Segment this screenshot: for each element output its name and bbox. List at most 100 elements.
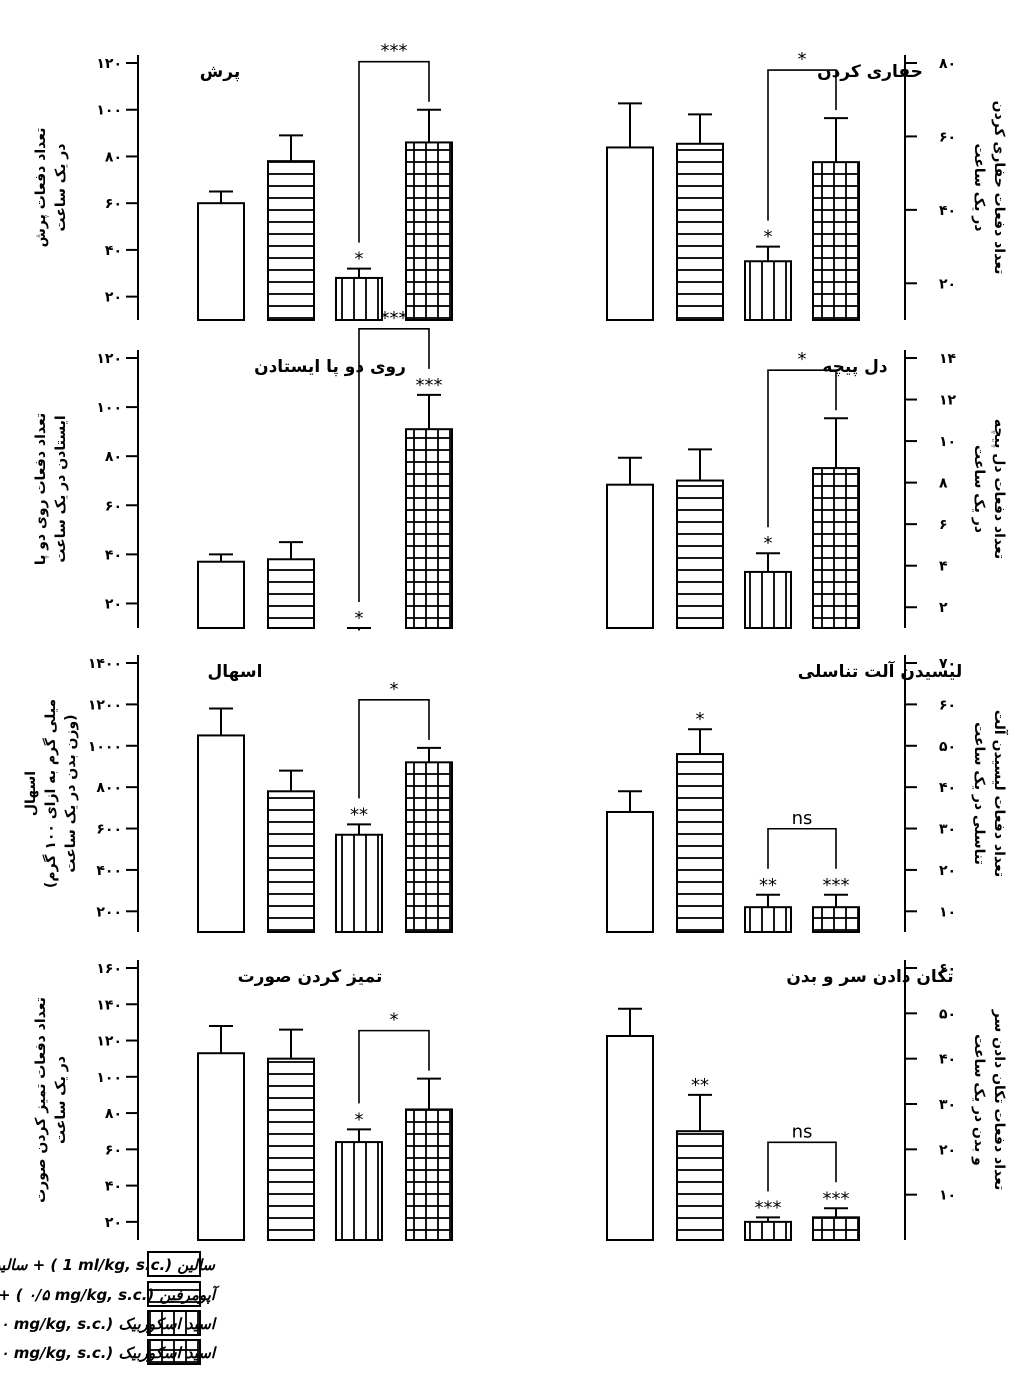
comparison-bracket — [767, 1141, 837, 1192]
chart-title: روی دو پا ایستادن — [254, 357, 406, 377]
bracket-label: * — [390, 1010, 399, 1031]
chart-title: تمیز کردن صورت — [238, 967, 383, 987]
legend-swatch — [147, 1310, 201, 1336]
y-tick-label: ۶۰ — [939, 697, 956, 713]
y-tick-label: ۲۰ — [105, 290, 122, 306]
bar-group-2 — [676, 479, 724, 629]
bar-group-4 — [812, 161, 860, 321]
significance-mark: * — [764, 227, 773, 248]
y-tick-label: ۸ — [939, 476, 948, 492]
y-tick-label: ۱۶۰ — [96, 961, 122, 977]
bar-group-1 — [197, 734, 245, 934]
bracket-label: *** — [381, 41, 408, 62]
y-tick-label: ۳۰ — [939, 1097, 956, 1113]
y-tick-label: ۱۴۰۰ — [88, 656, 122, 672]
significance-mark: ** — [691, 1075, 709, 1096]
y-axis-label: در یک ساعت — [53, 1056, 69, 1144]
chart-title: دل پیچه — [822, 357, 888, 377]
y-tick-label: ۱۰ — [939, 904, 956, 920]
chart-title: پرش — [200, 62, 240, 82]
y-axis-label: تعداد دفعات پرش — [33, 128, 49, 248]
y-tick-label: ۸۰ — [105, 149, 122, 165]
y-tick-label: ۱۴ — [939, 351, 957, 367]
comparison-bracket — [358, 699, 430, 799]
bar-group-3 — [335, 276, 383, 322]
legend-swatch — [147, 1281, 201, 1307]
y-tick-label: ۱۰ — [939, 434, 956, 450]
y-tick-label: ۱۲۰ — [96, 351, 122, 367]
y-axis-label: در یک ساعت — [53, 144, 69, 232]
y-tick-label: ۸۰۰ — [96, 780, 122, 796]
y-tick-label: ۶۰ — [939, 129, 956, 145]
bar-group-3 — [744, 260, 792, 321]
y-tick-label: ۵۰ — [939, 1006, 956, 1022]
y-axis-label: تعداد دفعات روی دو پا — [33, 413, 49, 565]
bar-group-2 — [267, 160, 315, 321]
y-axis-label: در یک ساعت — [971, 144, 987, 232]
bar-group-3 — [744, 570, 792, 630]
y-tick-label: ۱۰۰۰ — [88, 739, 122, 755]
chart-title: لیسیدن آلت تناسلی — [798, 660, 963, 682]
bracket-label: ns — [792, 808, 813, 829]
y-tick-label: ۴۰ — [939, 203, 956, 219]
y-tick-label: ۴ — [939, 559, 948, 575]
bar-group-3 — [335, 833, 383, 933]
bracket-label: *** — [381, 308, 408, 329]
y-axis-label: ایستادن در یک ساعت — [53, 415, 69, 562]
significance-mark: ** — [759, 875, 777, 896]
y-tick-label: ۳۰ — [939, 822, 956, 838]
bar-group-1 — [197, 202, 245, 322]
comparison-bracket — [358, 1029, 430, 1104]
bar-group-4 — [812, 906, 860, 934]
significance-mark: *** — [416, 375, 443, 396]
bar-group-2 — [676, 1130, 724, 1241]
y-tick-label: ۲ — [939, 600, 948, 616]
y-tick-label: ۸۰ — [105, 1106, 122, 1122]
bar-group-1 — [197, 560, 245, 630]
bar-group-3 — [335, 1141, 383, 1241]
y-axis-label: تناسلی در یک ساعت — [971, 722, 987, 865]
y-tick-label: ۵۰ — [939, 739, 956, 755]
y-axis-label: تعداد دفعات دل پیچه — [991, 419, 1007, 559]
significance-mark: * — [355, 608, 364, 629]
y-tick-label: ۲۰۰ — [96, 904, 122, 920]
y-axis-label: تعداد دفعات تکان دادن سر — [991, 1009, 1007, 1191]
y-tick-label: ۶ — [939, 517, 948, 533]
comparison-bracket — [358, 60, 430, 243]
legend-label: ( 1 ml/kg, s.c.) سالین + ( ۰/۵ mg/kg, s.… — [0, 1285, 220, 1304]
bar-group-2 — [267, 558, 315, 629]
y-tick-label: ۲۰ — [939, 276, 956, 292]
legend-swatch — [147, 1339, 201, 1365]
chart-title: اسهال — [208, 662, 263, 682]
y-tick-label: ۷۰ — [939, 656, 956, 672]
y-tick-label: ۲۰ — [105, 1215, 122, 1231]
comparison-bracket — [767, 827, 837, 869]
y-axis-label: تعداد دفعات تمیز کردن صورت — [33, 997, 49, 1203]
y-tick-label: ۴۰۰ — [96, 863, 122, 879]
legend-label: ( 1 ml/kg, s.c.) سالین + ( 1 ml/kg, s.c.… — [0, 1256, 216, 1274]
y-tick-label: ۴۰ — [105, 243, 122, 259]
chart-panel-rearing: ۲۰ ۴۰ ۶۰ ۸۰ ۱۰۰ ۱۲۰ تعداد دفعات روی دو پا ایستا… — [33, 308, 453, 631]
bar-group-3 — [744, 906, 792, 934]
bar-group-1 — [606, 483, 654, 630]
y-tick-label: ۴۰ — [939, 1052, 956, 1068]
y-tick-label: ۱۲۰۰ — [88, 697, 122, 713]
y-axis-label: اسهال — [23, 771, 39, 816]
significance-mark: *** — [823, 875, 850, 896]
chart-title: حفاری کردن — [817, 62, 923, 82]
bar-group-1 — [606, 810, 654, 933]
legend-swatch — [147, 1251, 201, 1277]
bar-group-1 — [606, 146, 654, 321]
bar-group-4 — [812, 1216, 860, 1242]
significance-mark: * — [355, 249, 364, 270]
y-tick-label: ۸۰ — [939, 56, 956, 72]
comparison-bracket — [358, 328, 430, 602]
bar-group-1 — [197, 1052, 245, 1242]
y-tick-label: ۶۰۰ — [96, 822, 122, 838]
bracket-label: ns — [792, 1121, 813, 1142]
legend: ( 1 ml/kg, s.c.) سالین + ( 1 ml/kg, s.c.… — [0, 1251, 220, 1365]
y-axis-label: تعداد دفعات حفاری کردن — [991, 101, 1007, 275]
